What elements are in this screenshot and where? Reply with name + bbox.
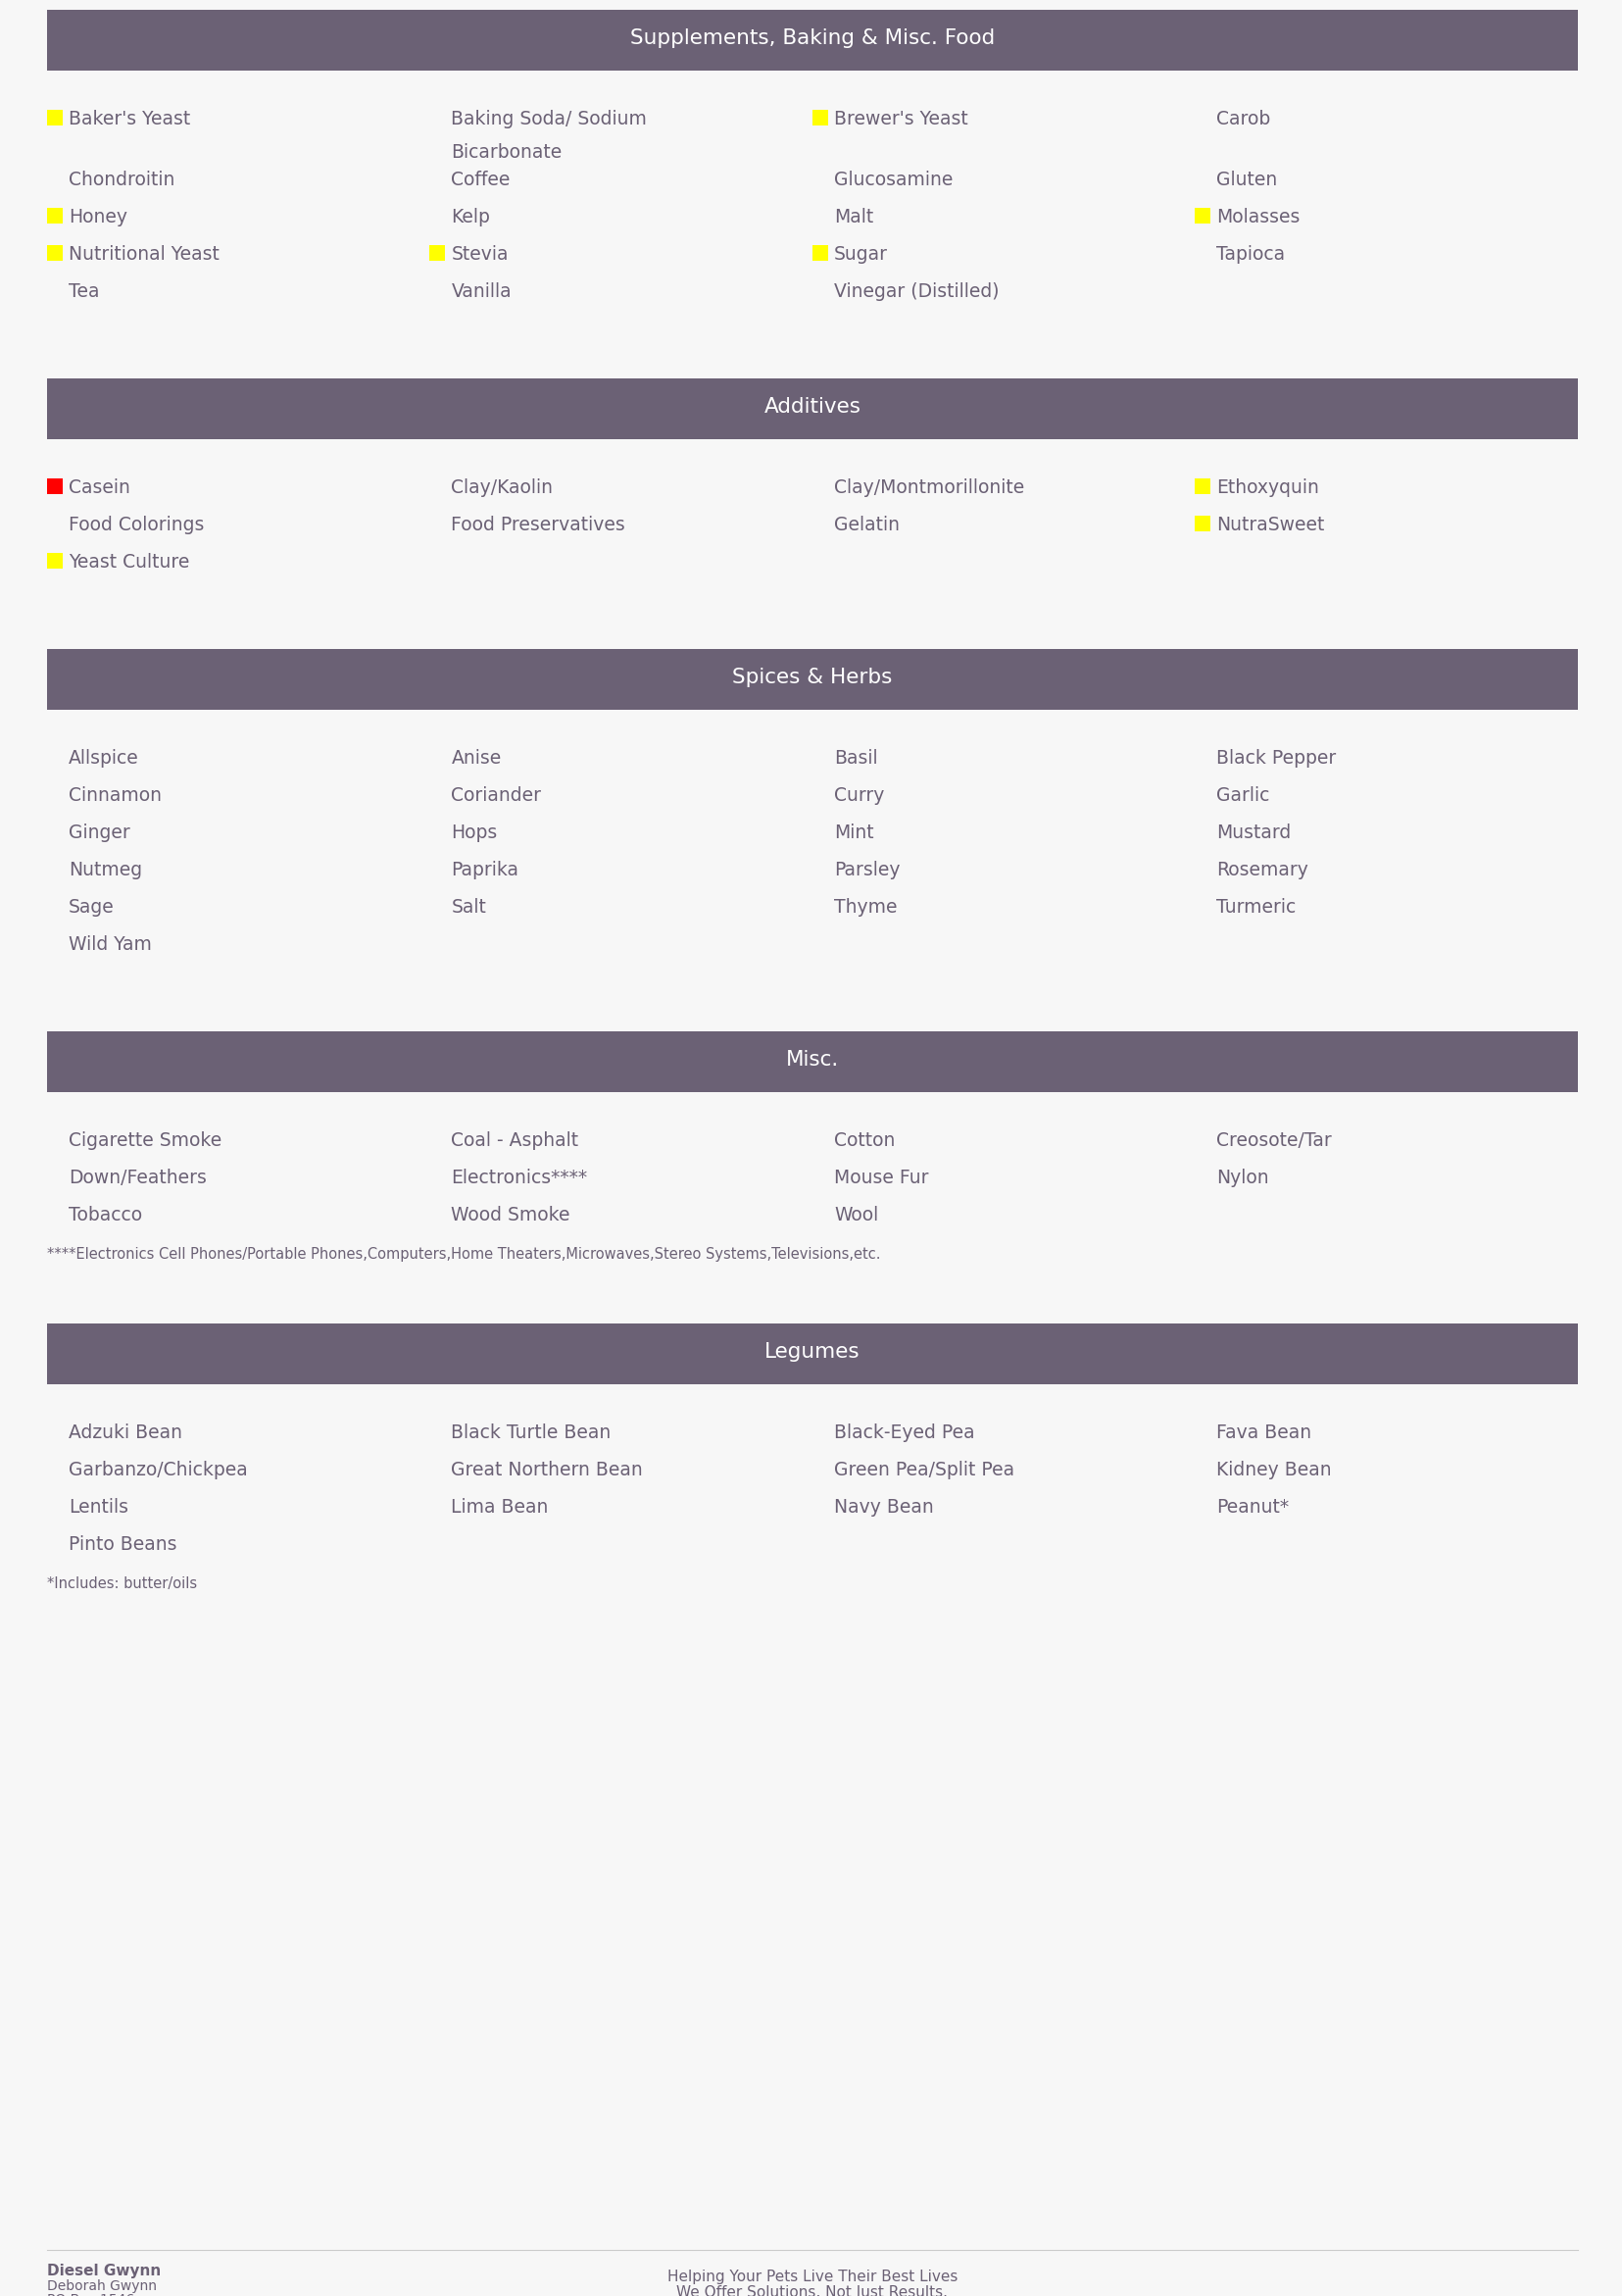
Text: Lentils: Lentils bbox=[68, 1497, 128, 1518]
Text: Ginger: Ginger bbox=[68, 824, 130, 843]
Text: Casein: Casein bbox=[68, 478, 130, 496]
Text: Nutmeg: Nutmeg bbox=[68, 861, 143, 879]
Text: Legumes: Legumes bbox=[764, 1343, 860, 1362]
Text: Turmeric: Turmeric bbox=[1216, 898, 1296, 916]
Text: Helping Your Pets Live Their Best Lives: Helping Your Pets Live Their Best Lives bbox=[667, 2268, 957, 2285]
FancyBboxPatch shape bbox=[47, 650, 1577, 709]
Text: Food Preservatives: Food Preservatives bbox=[451, 517, 624, 535]
Text: Lima Bean: Lima Bean bbox=[451, 1497, 548, 1518]
Text: Misc.: Misc. bbox=[785, 1049, 839, 1070]
Text: Salt: Salt bbox=[451, 898, 487, 916]
Text: Coriander: Coriander bbox=[451, 785, 542, 806]
Text: Great Northern Bean: Great Northern Bean bbox=[451, 1460, 642, 1479]
FancyBboxPatch shape bbox=[47, 553, 63, 569]
Text: Parsley: Parsley bbox=[834, 861, 900, 879]
Text: Tobacco: Tobacco bbox=[68, 1205, 143, 1224]
Text: Garbanzo/Chickpea: Garbanzo/Chickpea bbox=[68, 1460, 248, 1479]
Text: Food Colorings: Food Colorings bbox=[68, 517, 204, 535]
Text: Clay/Kaolin: Clay/Kaolin bbox=[451, 478, 553, 496]
Text: Ethoxyquin: Ethoxyquin bbox=[1216, 478, 1319, 496]
Text: Paprika: Paprika bbox=[451, 861, 519, 879]
FancyBboxPatch shape bbox=[1194, 209, 1210, 223]
Text: Electronics****: Electronics**** bbox=[451, 1169, 587, 1187]
Text: Gluten: Gluten bbox=[1216, 170, 1277, 188]
Text: NutraSweet: NutraSweet bbox=[1216, 517, 1324, 535]
Text: Clay/Montmorillonite: Clay/Montmorillonite bbox=[834, 478, 1023, 496]
FancyBboxPatch shape bbox=[47, 1031, 1577, 1093]
Text: Wood Smoke: Wood Smoke bbox=[451, 1205, 569, 1224]
Text: Wild Yam: Wild Yam bbox=[68, 934, 152, 953]
Text: Cinnamon: Cinnamon bbox=[68, 785, 162, 806]
Text: Sage: Sage bbox=[68, 898, 115, 916]
Text: Vinegar (Distilled): Vinegar (Distilled) bbox=[834, 282, 999, 301]
Text: Coal - Asphalt: Coal - Asphalt bbox=[451, 1132, 579, 1150]
Text: Basil: Basil bbox=[834, 748, 878, 767]
Text: Anise: Anise bbox=[451, 748, 501, 767]
FancyBboxPatch shape bbox=[47, 1322, 1577, 1384]
FancyBboxPatch shape bbox=[47, 246, 63, 262]
Text: Fava Bean: Fava Bean bbox=[1216, 1424, 1311, 1442]
Text: We Offer Solutions, Not Just Results.: We Offer Solutions, Not Just Results. bbox=[676, 2285, 947, 2296]
Text: Yeast Culture: Yeast Culture bbox=[68, 553, 190, 572]
Text: ****Electronics Cell Phones/Portable Phones,Computers,Home Theaters,Microwaves,S: ****Electronics Cell Phones/Portable Pho… bbox=[47, 1247, 881, 1263]
Text: Black Pepper: Black Pepper bbox=[1216, 748, 1337, 767]
Text: Sugar: Sugar bbox=[834, 246, 887, 264]
Text: Kidney Bean: Kidney Bean bbox=[1216, 1460, 1332, 1479]
Text: PO Box 1546: PO Box 1546 bbox=[47, 2294, 135, 2296]
Text: Brewer's Yeast: Brewer's Yeast bbox=[834, 110, 967, 129]
Text: Deborah Gwynn: Deborah Gwynn bbox=[47, 2280, 157, 2294]
Text: Adzuki Bean: Adzuki Bean bbox=[68, 1424, 182, 1442]
Text: Rosemary: Rosemary bbox=[1216, 861, 1307, 879]
Text: Curry: Curry bbox=[834, 785, 884, 806]
Text: Thyme: Thyme bbox=[834, 898, 897, 916]
Text: Green Pea/Split Pea: Green Pea/Split Pea bbox=[834, 1460, 1014, 1479]
Text: Honey: Honey bbox=[68, 209, 128, 227]
Text: Tea: Tea bbox=[68, 282, 99, 301]
FancyBboxPatch shape bbox=[47, 209, 63, 223]
Text: Bicarbonate: Bicarbonate bbox=[451, 142, 561, 161]
Text: Spices & Herbs: Spices & Herbs bbox=[732, 668, 892, 687]
Text: Navy Bean: Navy Bean bbox=[834, 1497, 933, 1518]
Text: Additives: Additives bbox=[764, 397, 860, 416]
Text: Tapioca: Tapioca bbox=[1216, 246, 1285, 264]
FancyBboxPatch shape bbox=[47, 9, 1577, 71]
Text: Garlic: Garlic bbox=[1216, 785, 1270, 806]
Text: Wool: Wool bbox=[834, 1205, 878, 1224]
Text: Cotton: Cotton bbox=[834, 1132, 895, 1150]
Text: Coffee: Coffee bbox=[451, 170, 511, 188]
Text: Mustard: Mustard bbox=[1216, 824, 1291, 843]
Text: *Includes: butter/oils: *Includes: butter/oils bbox=[47, 1577, 196, 1591]
Text: Cigarette Smoke: Cigarette Smoke bbox=[68, 1132, 222, 1150]
Text: Carob: Carob bbox=[1216, 110, 1270, 129]
Text: Black Turtle Bean: Black Turtle Bean bbox=[451, 1424, 611, 1442]
Text: Stevia: Stevia bbox=[451, 246, 508, 264]
Text: Nutritional Yeast: Nutritional Yeast bbox=[68, 246, 219, 264]
Text: Down/Feathers: Down/Feathers bbox=[68, 1169, 206, 1187]
Text: Creosote/Tar: Creosote/Tar bbox=[1216, 1132, 1332, 1150]
FancyBboxPatch shape bbox=[47, 110, 63, 126]
Text: Mint: Mint bbox=[834, 824, 873, 843]
Text: Black-Eyed Pea: Black-Eyed Pea bbox=[834, 1424, 975, 1442]
FancyBboxPatch shape bbox=[47, 478, 63, 494]
Text: Nylon: Nylon bbox=[1216, 1169, 1268, 1187]
Text: Diesel Gwynn: Diesel Gwynn bbox=[47, 2264, 161, 2278]
FancyBboxPatch shape bbox=[1194, 517, 1210, 530]
Text: Baker's Yeast: Baker's Yeast bbox=[68, 110, 190, 129]
Text: Malt: Malt bbox=[834, 209, 873, 227]
FancyBboxPatch shape bbox=[430, 246, 444, 262]
Text: Glucosamine: Glucosamine bbox=[834, 170, 952, 188]
Text: Gelatin: Gelatin bbox=[834, 517, 899, 535]
Text: Allspice: Allspice bbox=[68, 748, 139, 767]
Text: Molasses: Molasses bbox=[1216, 209, 1299, 227]
FancyBboxPatch shape bbox=[1194, 478, 1210, 494]
FancyBboxPatch shape bbox=[47, 379, 1577, 439]
Text: Hops: Hops bbox=[451, 824, 498, 843]
Text: Supplements, Baking & Misc. Food: Supplements, Baking & Misc. Food bbox=[629, 28, 994, 48]
FancyBboxPatch shape bbox=[813, 110, 827, 126]
Text: Vanilla: Vanilla bbox=[451, 282, 511, 301]
Text: Chondroitin: Chondroitin bbox=[68, 170, 175, 188]
Text: Pinto Beans: Pinto Beans bbox=[68, 1536, 177, 1554]
FancyBboxPatch shape bbox=[813, 246, 827, 262]
Text: Kelp: Kelp bbox=[451, 209, 490, 227]
